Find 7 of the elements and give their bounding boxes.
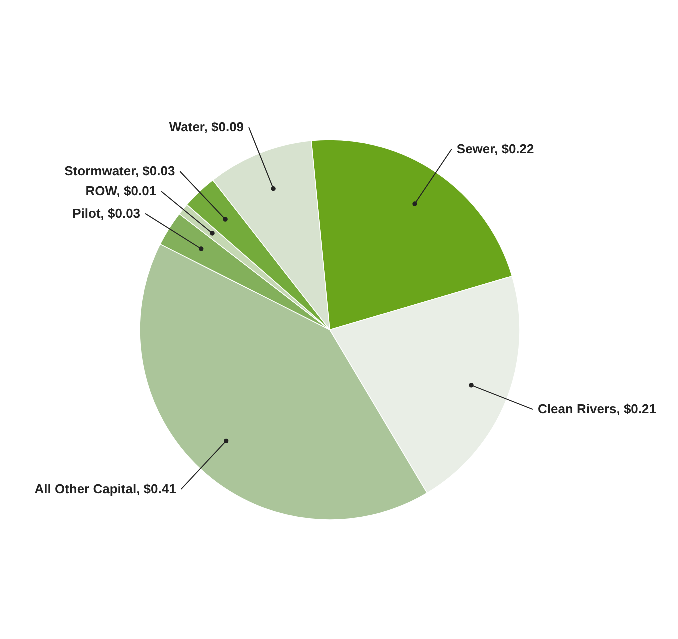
slice-label: Sewer, $0.22: [456, 141, 534, 156]
slice-label: Pilot, $0.03: [72, 206, 141, 221]
slice-label: Clean Rivers, $0.21: [538, 402, 656, 417]
slice-label: ROW, $0.01: [86, 184, 157, 199]
slice-label: Stormwater, $0.03: [64, 164, 176, 179]
slice-label: All Other Capital, $0.41: [34, 481, 176, 496]
slice-label: Water, $0.09: [169, 120, 244, 135]
